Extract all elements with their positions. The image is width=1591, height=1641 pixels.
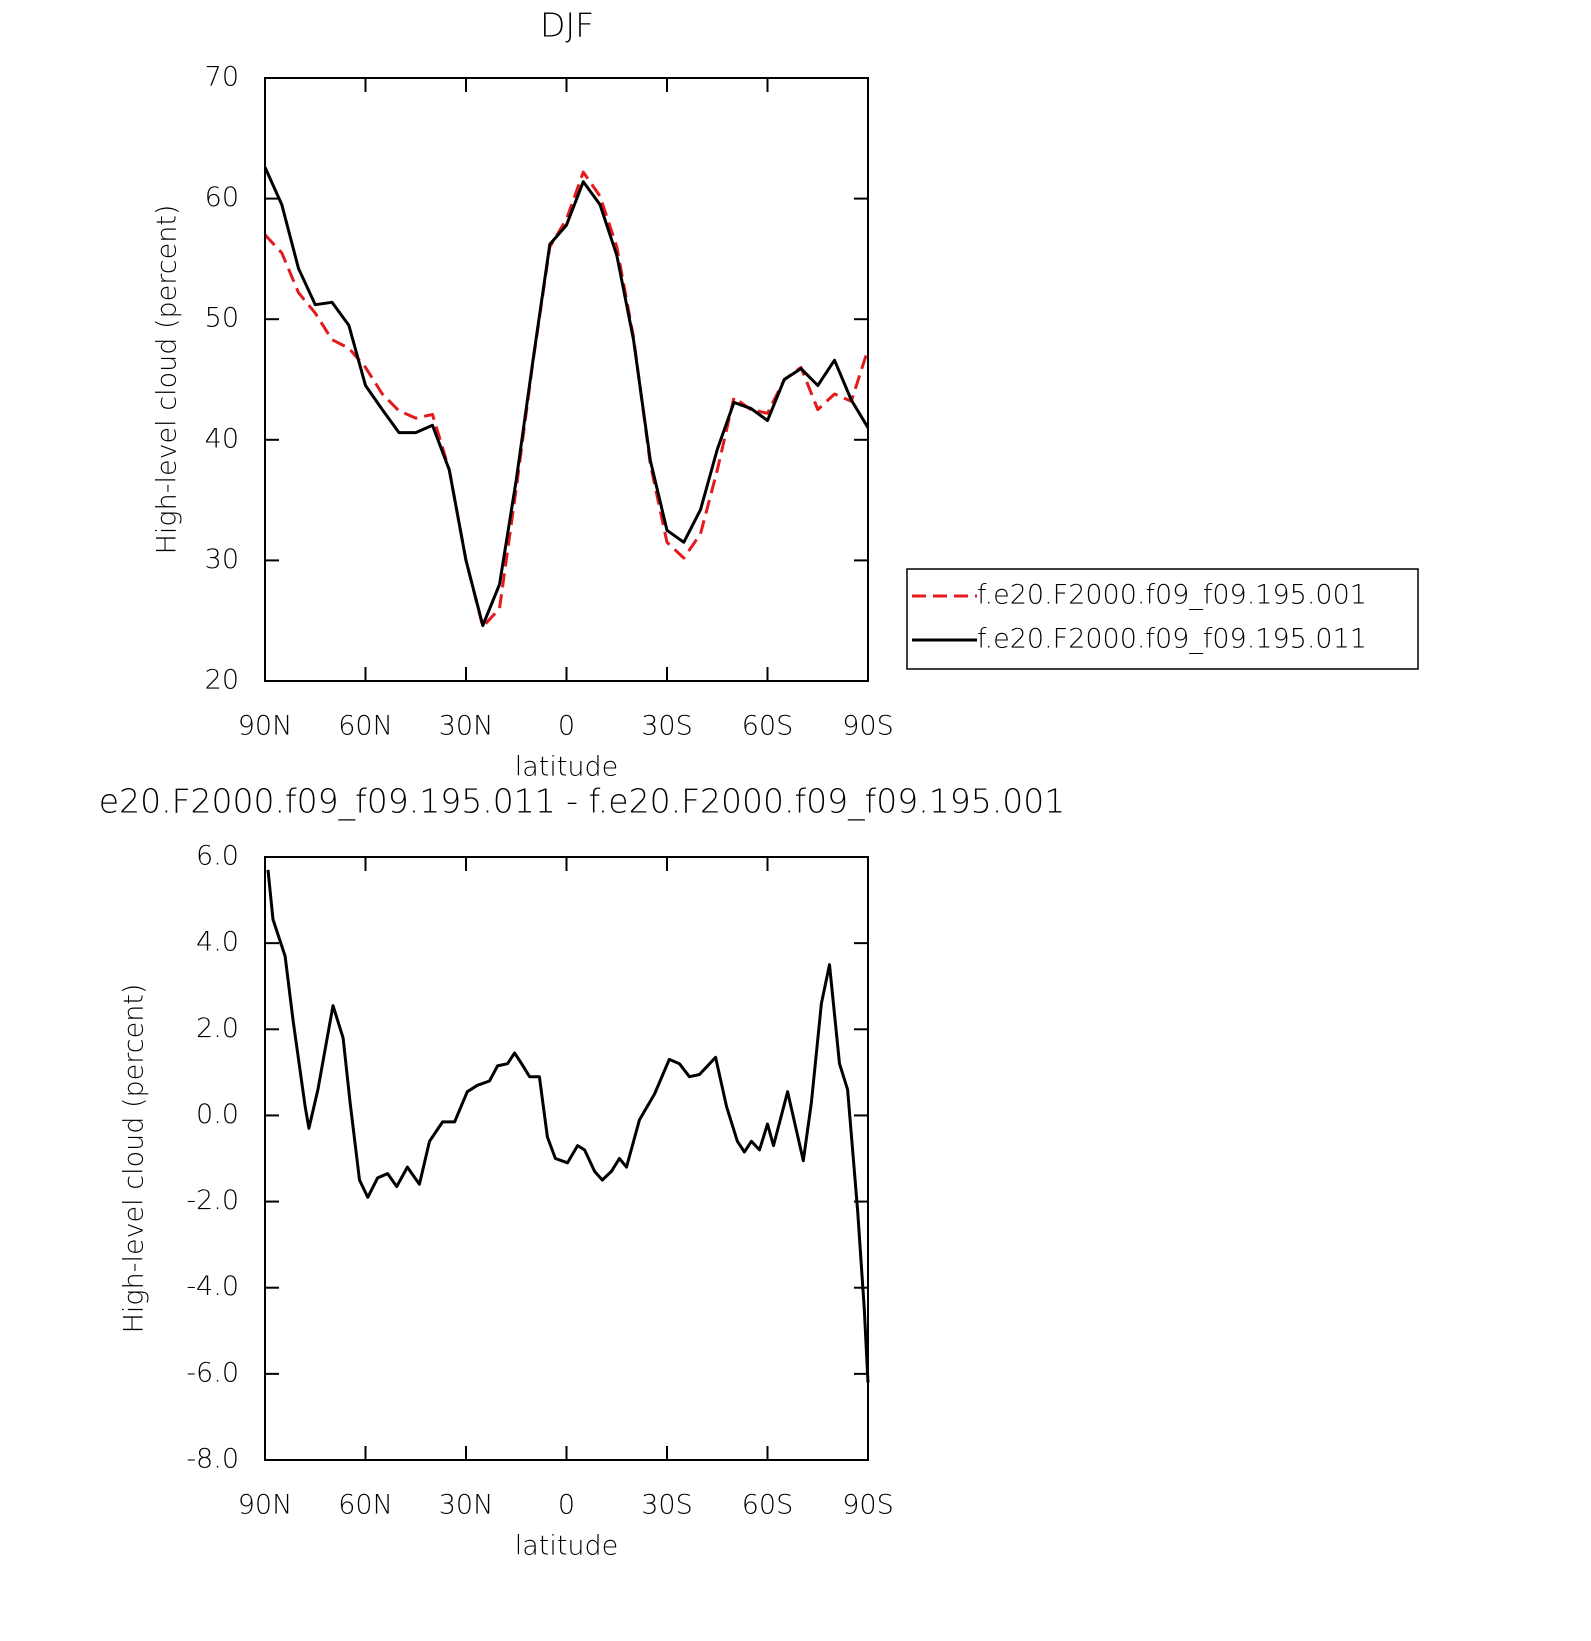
y-tick-label: 40 [205,423,239,454]
x-tick-label: 0 [558,711,575,742]
y-tick-label: 4.0 [196,927,239,958]
data-line [266,869,870,1383]
y-tick-label: 0.0 [196,1099,239,1130]
x-tick-label: 60S [742,711,794,742]
y-tick-label: 50 [205,303,239,334]
x-tick-label: 30S [641,711,693,742]
legend-label: f.e20.F2000.f09_f09.195.011 [977,624,1367,655]
chart-title: e20.F2000.f09_f09.195.011 - f.e20.F2000.… [99,782,1065,822]
y-tick-label: 30 [205,544,239,575]
x-tick-label: 90N [238,711,293,742]
x-tick-label: 90S [842,1490,894,1521]
y-axis-label: High-level cloud (percent) [152,205,183,555]
legend-box [906,568,1419,670]
x-tick-label: 30N [439,1490,494,1521]
legend-label: f.e20.F2000.f09_f09.195.001 [977,580,1367,611]
chart-title: DJF [540,6,594,45]
y-tick-label: -2.0 [186,1185,239,1216]
y-axis-label: High-level cloud (percent) [119,984,150,1334]
x-tick-label: 90N [238,1490,293,1521]
x-axis-label: latitude [515,1531,619,1562]
y-tick-label: 20 [205,665,239,696]
y-tick-label: -6.0 [186,1357,239,1388]
y-tick-label: 2.0 [196,1013,239,1044]
x-tick-label: 0 [558,1490,575,1521]
x-tick-label: 30S [641,1490,693,1521]
y-tick-label: 6.0 [196,841,239,872]
data-line [263,166,870,627]
x-axis-label: latitude [515,752,619,783]
x-tick-label: 90S [842,711,894,742]
plot-frame [264,856,869,1461]
y-tick-label: 60 [205,182,239,213]
x-tick-label: 60N [338,711,393,742]
plot-frame [264,77,869,682]
data-line [263,170,870,629]
x-tick-label: 60S [742,1490,794,1521]
y-tick-label: -8.0 [186,1444,239,1475]
x-tick-label: 60N [338,1490,393,1521]
x-tick-label: 30N [439,711,494,742]
y-tick-label: -4.0 [186,1271,239,1302]
y-tick-label: 70 [205,62,239,93]
